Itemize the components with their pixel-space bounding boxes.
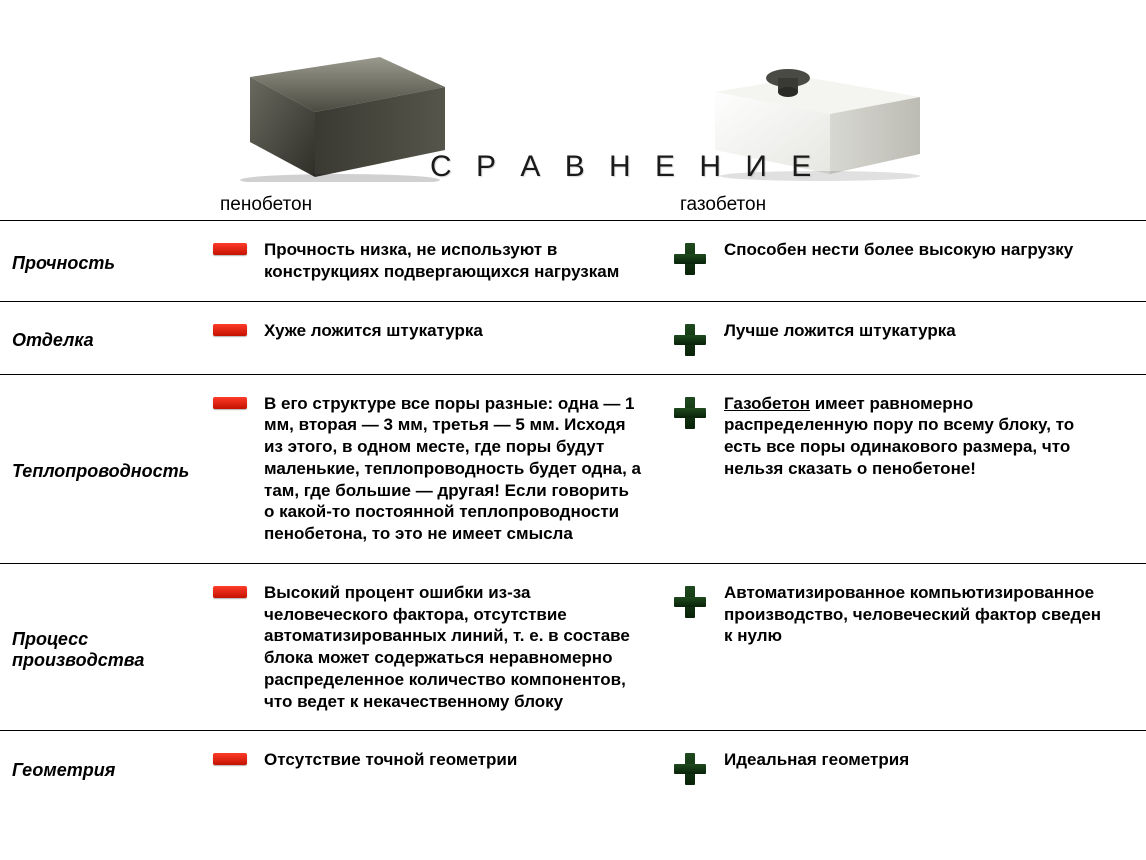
row-label: Прочность — [0, 247, 200, 274]
minus-icon — [200, 320, 260, 336]
page-title: С Р А В Н Е Н И Е — [430, 150, 819, 184]
comparison-infographic: пенобетон — [0, 0, 1146, 803]
right-description: Газобетон имеет равномерно распределенну… — [720, 393, 1120, 480]
table-row: Прочность Прочность низка, не используют… — [0, 220, 1146, 301]
plus-icon — [660, 749, 720, 785]
right-description: Идеальная геометрия — [720, 749, 1120, 771]
left-description: Хуже ложится штукатурка — [260, 320, 660, 342]
foam-concrete-block-icon — [220, 32, 460, 182]
left-description: В его структуре все поры разные: одна — … — [260, 393, 660, 545]
right-column-label: газобетон — [680, 194, 766, 216]
row-label: Отделка — [0, 324, 200, 351]
minus-icon — [200, 239, 260, 255]
right-description: Автоматизированное компьютизированное пр… — [720, 582, 1120, 647]
left-column-header: пенобетон — [200, 32, 660, 220]
plus-icon — [660, 582, 720, 618]
row-label: Процесс производства — [0, 623, 200, 671]
header: пенобетон — [0, 0, 1146, 220]
plus-icon — [660, 239, 720, 275]
left-description: Прочность низка, не используют в констру… — [260, 239, 660, 283]
table-row: Геометрия Отсутствие точной геометрии Ид… — [0, 730, 1146, 803]
right-description: Лучше ложится штукатурка — [720, 320, 1120, 342]
right-column-header: газобетон — [660, 42, 1120, 220]
minus-icon — [200, 749, 260, 765]
row-label: Геометрия — [0, 754, 200, 781]
left-description: Высокий процент ошибки из-за человеческо… — [260, 582, 660, 713]
plus-icon — [660, 320, 720, 356]
minus-icon — [200, 582, 260, 598]
table-row: Теплопроводность В его структуре все пор… — [0, 374, 1146, 563]
underlined-term: Газобетон — [724, 394, 810, 413]
right-description: Способен нести более высокую нагрузку — [720, 239, 1120, 261]
row-label: Теплопроводность — [0, 455, 200, 482]
table-row: Процесс производства Высокий процент оши… — [0, 563, 1146, 731]
minus-icon — [200, 393, 260, 409]
plus-icon — [660, 393, 720, 429]
left-description: Отсутствие точной геометрии — [260, 749, 660, 771]
left-column-label: пенобетон — [220, 194, 312, 216]
table-row: Отделка Хуже ложится штукатурка Лучше ло… — [0, 301, 1146, 374]
